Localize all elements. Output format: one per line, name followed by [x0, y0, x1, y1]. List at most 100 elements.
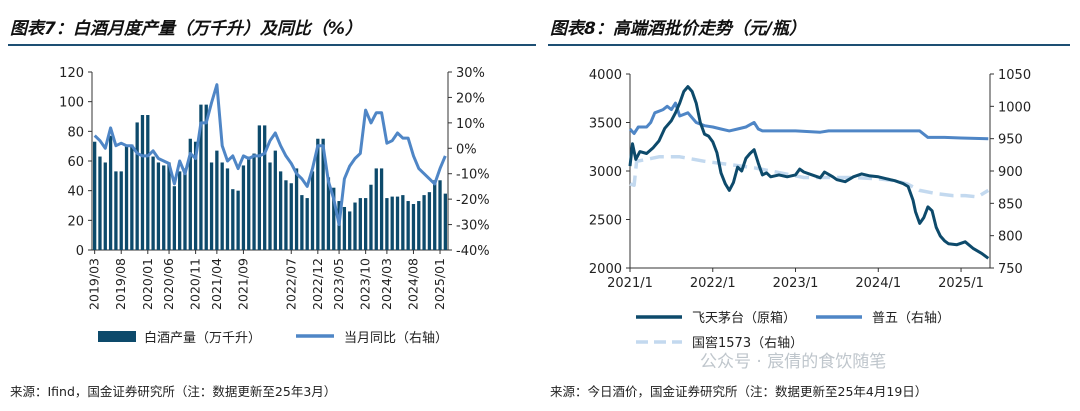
y-right-tick-label: 20%: [456, 91, 485, 106]
production-bar: [305, 198, 309, 250]
y-right-tick-label: 1000: [998, 100, 1031, 115]
production-bar: [209, 162, 214, 250]
production-bar: [215, 150, 219, 250]
production-bar: [406, 201, 410, 250]
production-bar: [98, 156, 102, 250]
x-tick-label: 2020/11: [188, 258, 203, 310]
production-bar: [236, 190, 240, 250]
y-left-tick-label: 4000: [589, 68, 622, 83]
y-left-tick-label: 20: [67, 214, 84, 229]
production-bar: [417, 201, 421, 250]
production-bar: [257, 125, 262, 250]
x-tick-label: 2021/1: [607, 276, 653, 291]
x-tick-label: 2019/08: [113, 258, 128, 310]
production-bar: [422, 195, 426, 250]
production-bar: [231, 189, 235, 250]
production-bar: [438, 180, 442, 250]
production-bar: [188, 138, 192, 250]
production-bar: [395, 196, 400, 250]
series-line-0: [628, 85, 990, 260]
x-tick-label: 2024/1: [855, 276, 901, 291]
y-right-tick-label: -30%: [456, 219, 490, 234]
yoy-line: [93, 83, 447, 227]
production-bar: [332, 187, 336, 250]
y-left-tick-label: 80: [67, 125, 84, 140]
x-tick-label: 2022/12: [310, 258, 325, 310]
production-bar: [310, 171, 315, 250]
production-bar: [284, 180, 288, 250]
production-bar: [140, 115, 145, 250]
production-bar: [247, 156, 251, 250]
right-chart-title: 图表8：高端酒批价走势（元/瓶）: [550, 19, 807, 39]
y-left-tick-label: 120: [59, 66, 84, 81]
production-bar: [427, 192, 432, 250]
production-bar: [300, 195, 304, 250]
production-bar: [130, 144, 134, 250]
x-tick-label: 2019/03: [87, 258, 102, 310]
x-tick-label: 2022/1: [690, 276, 736, 291]
y-right-tick-label: -10%: [456, 168, 490, 183]
y-left-tick-label: 40: [67, 185, 84, 200]
production-bar: [167, 162, 171, 250]
x-tick-label: 2022/07: [283, 258, 298, 310]
production-bar: [363, 198, 368, 250]
y-right-tick-label: 1050: [998, 68, 1031, 83]
production-bar: [93, 141, 97, 250]
production-bar: [114, 171, 118, 250]
legend-label-1: 普五（右轴）: [872, 311, 950, 326]
production-bar: [358, 198, 362, 250]
x-tick-label: 2021/04: [209, 258, 224, 310]
y-left-tick-label: 3000: [589, 165, 622, 180]
y-left-tick-label: 2500: [589, 214, 622, 229]
x-tick-label: 2024/03: [379, 258, 394, 310]
production-bar: [268, 162, 272, 250]
price-chart: 2000 2500 3000 3500 4000 750 800 850 900 950 1000 1…: [589, 68, 1031, 351]
y-left-tick-label: 3500: [589, 117, 622, 132]
y-left-tick-label: 60: [67, 155, 84, 170]
production-bar: [390, 196, 394, 250]
x-tick-label: 2025/01: [432, 258, 447, 310]
left-title-rule: [8, 44, 536, 46]
production-bar: [162, 165, 166, 250]
legend-line-label: 当月同比（右轴）: [344, 331, 448, 346]
right-title-rule: [548, 44, 1070, 46]
production-bar: [172, 186, 177, 250]
y-left-tick-label: 2000: [589, 262, 622, 277]
legend-bar-label: 白酒产量（万千升）: [144, 330, 261, 346]
production-bar: [326, 177, 331, 250]
production-bar: [156, 162, 161, 250]
production-bar: [385, 198, 389, 250]
production-bar: [178, 171, 182, 250]
x-tick-label: 2021/09: [235, 258, 250, 310]
left-source-note: 来源：Ifind，国金证券研究所（注：数据更新至25年3月）: [10, 384, 337, 399]
production-bar: [443, 193, 447, 250]
production-bar: [411, 204, 416, 250]
y-right-tick-label: 10%: [456, 117, 485, 132]
production-bar: [103, 162, 107, 250]
y-right-tick-label: 900: [998, 165, 1023, 180]
y-right-tick-label: 850: [998, 197, 1023, 212]
watermark: 公众号 · 宸倩的食饮随笔: [700, 352, 887, 372]
production-bar: [146, 115, 150, 250]
production-bar: [294, 168, 299, 250]
production-bar: [289, 183, 293, 250]
y-right-tick-label: -40%: [456, 244, 490, 259]
x-tick-label: 2023/10: [358, 258, 373, 310]
production-bar: [353, 202, 357, 250]
production-bar: [401, 195, 405, 250]
production-bar: [263, 125, 267, 250]
production-bar: [199, 104, 203, 250]
series-line-2: [629, 155, 990, 199]
production-bar: [433, 180, 437, 250]
x-tick-label: 2020/01: [140, 258, 155, 310]
production-bar: [220, 162, 224, 250]
production-bar: [273, 150, 277, 250]
production-bar: [252, 153, 256, 250]
production-bar: [108, 135, 113, 250]
production-bar: [374, 168, 378, 250]
production-bar: [321, 138, 325, 250]
y-right-tick-label: 800: [998, 230, 1023, 245]
production-bar: [183, 168, 187, 250]
x-tick-label: 2025/1: [938, 276, 984, 291]
x-tick-label: 2020/06: [161, 258, 176, 310]
